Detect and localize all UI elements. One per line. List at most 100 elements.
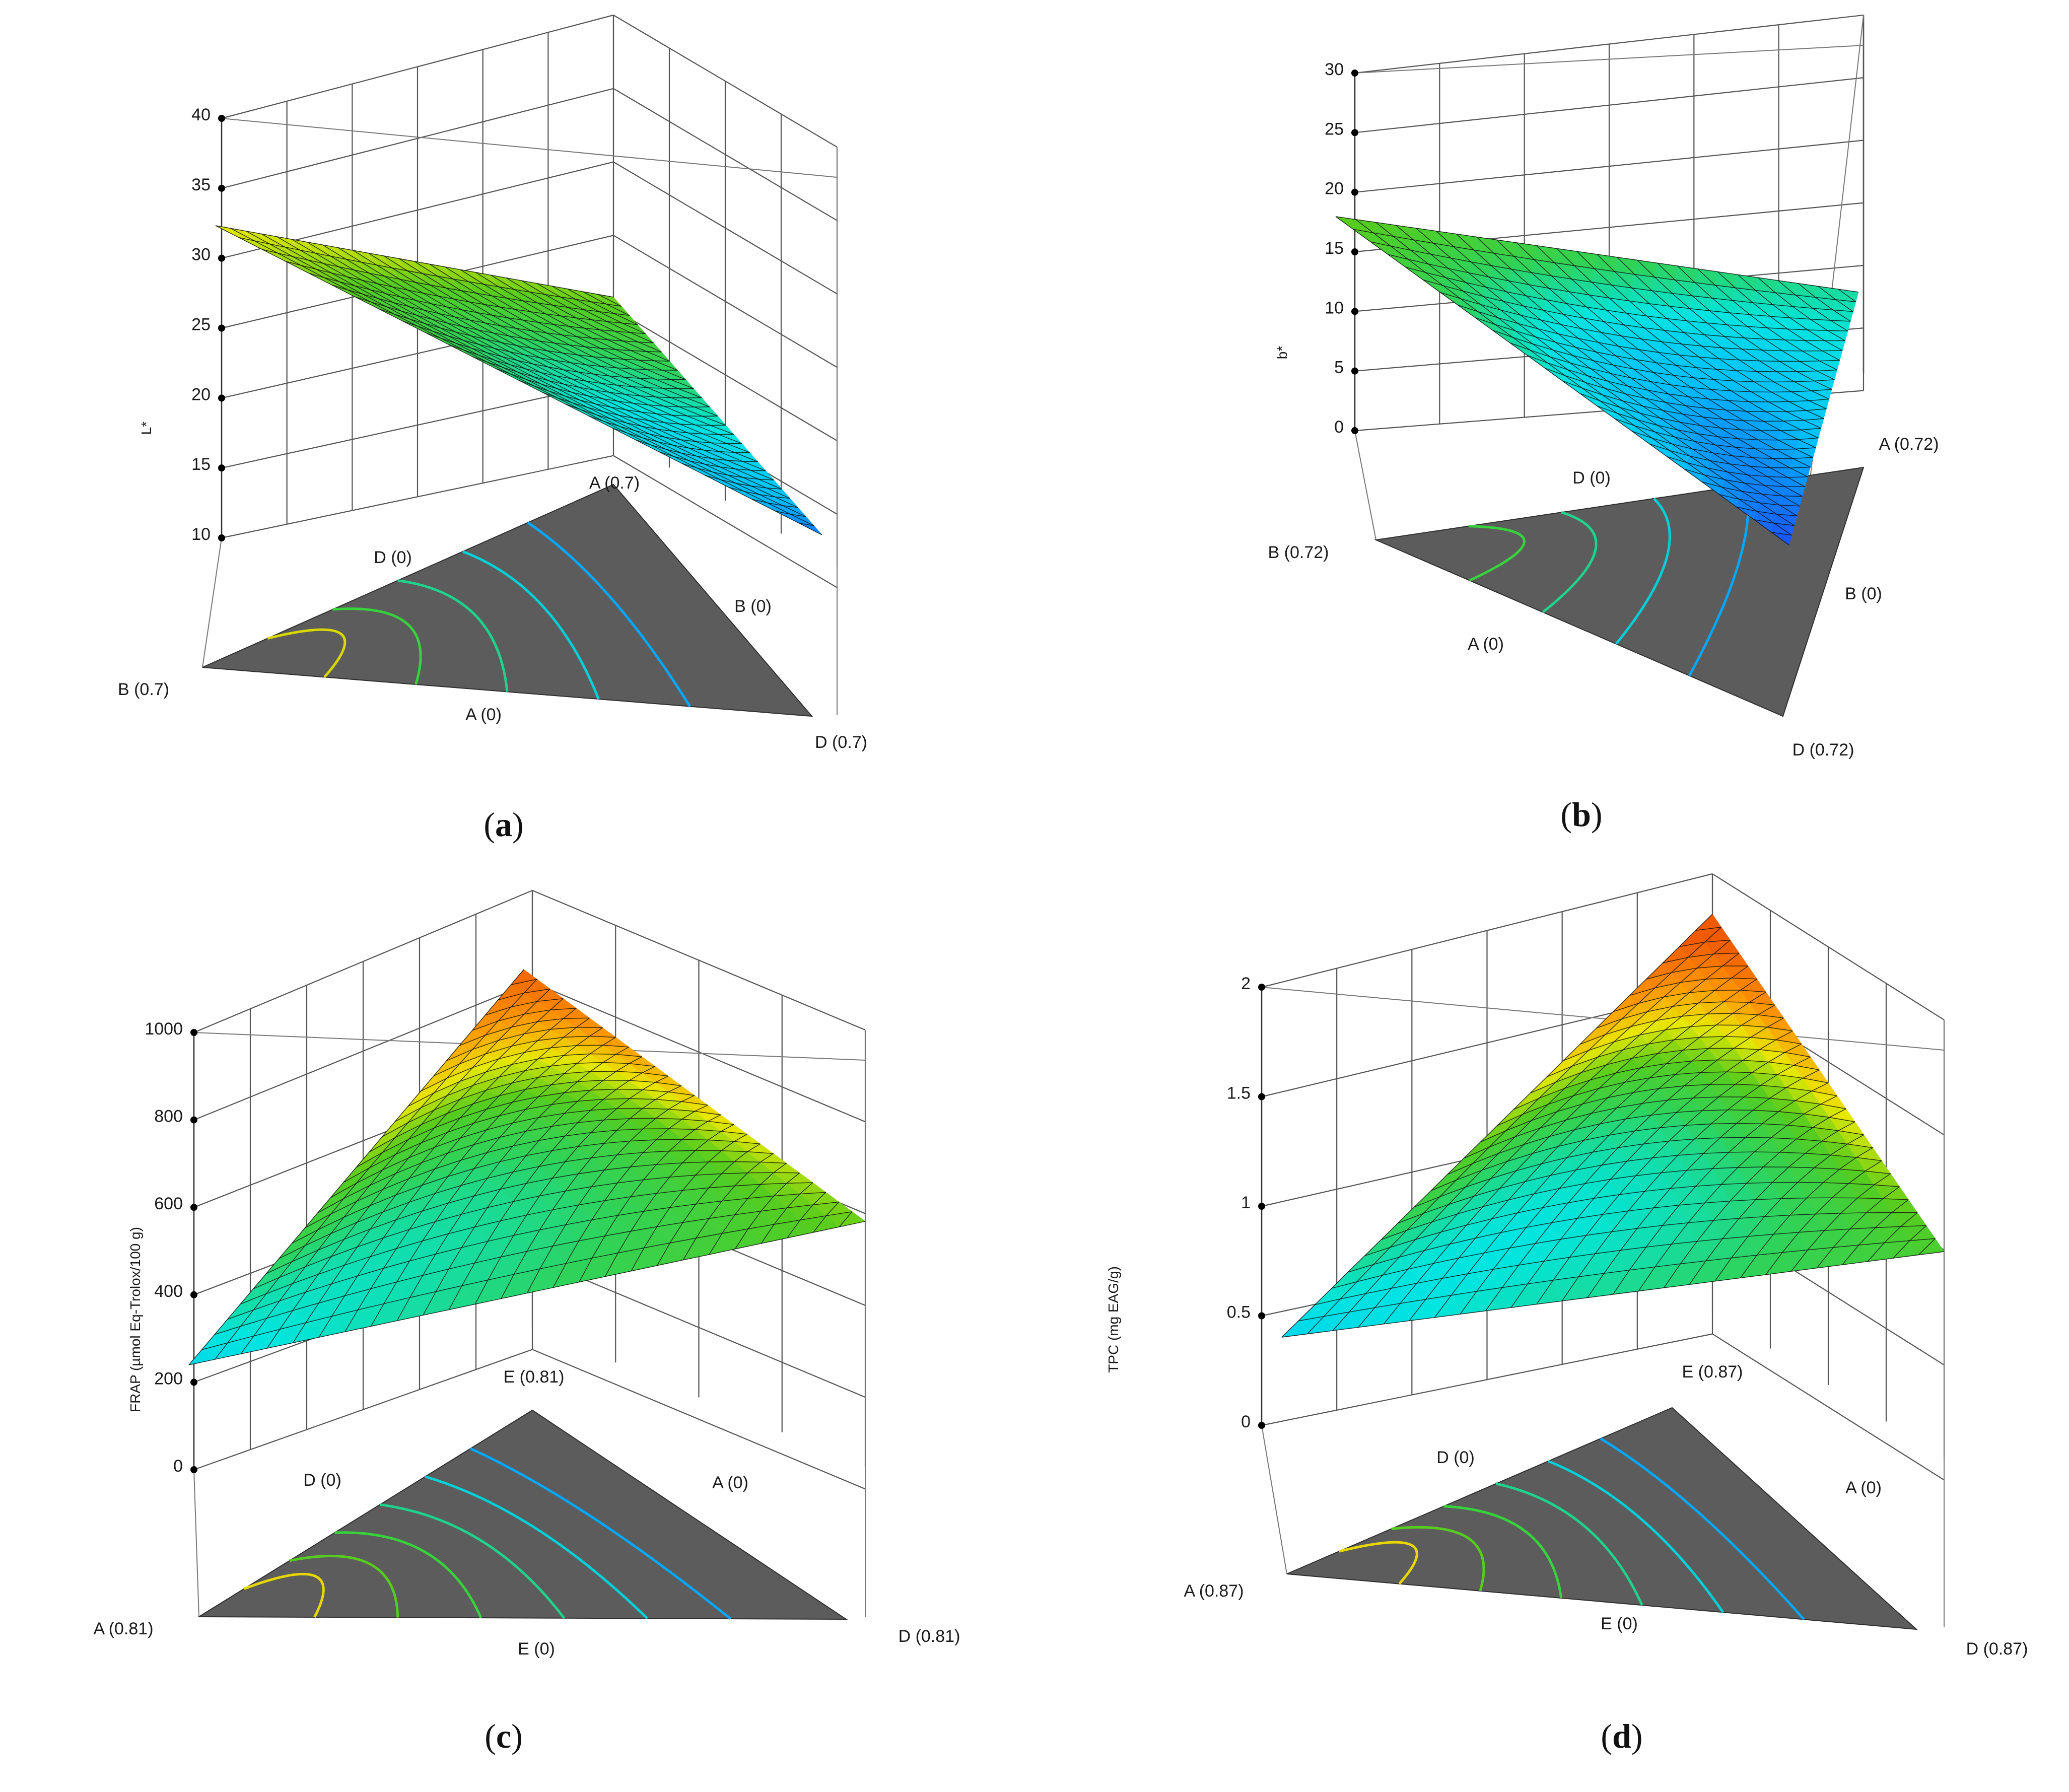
mesh-line: [1563, 1024, 1793, 1061]
mesh-line: [1740, 1147, 1873, 1278]
vertex-label-back: E (0.81): [504, 1367, 565, 1387]
mesh-line: [709, 1163, 787, 1255]
z-tick-mark: [218, 464, 225, 472]
panel-caption: (d): [1601, 1717, 1642, 1755]
ternary-floor: [1374, 466, 1865, 717]
edge-label-front: A (0): [1468, 635, 1504, 654]
mesh-line: [1436, 231, 1803, 497]
mesh-line: [761, 1182, 813, 1244]
z-tick-mark: [218, 394, 225, 402]
surface-mesh: [1335, 216, 1859, 545]
mesh-line: [839, 1211, 853, 1227]
mesh-line: [1562, 380, 1824, 422]
mesh-line: [1684, 468, 1805, 487]
mesh-line: [705, 475, 782, 490]
z-axis: 2 1.5 1 0.5 0 TPC (mg EAG/g): [1106, 974, 1265, 1431]
mesh-line: [215, 979, 537, 1360]
mesh-line: [1397, 1151, 1882, 1224]
z-tick-mark: [218, 324, 225, 332]
wall-gridline: [1712, 1333, 1945, 1481]
mesh-line: [1358, 952, 1740, 1328]
vertex-label-left: A (0.81): [93, 1619, 153, 1638]
floor-edge-line: [1261, 1425, 1287, 1574]
z-tick-label: 10: [1325, 298, 1344, 317]
mesh-line: [682, 1153, 774, 1261]
caption-close: ): [511, 1717, 523, 1755]
edge-label-left: D (0): [1436, 1448, 1475, 1467]
mesh-line: [1480, 1084, 1837, 1142]
caption-open: (: [1601, 1717, 1612, 1755]
mesh-line: [1388, 254, 1851, 322]
mesh-line: [1714, 1134, 1865, 1282]
z-tick-mark: [1258, 1203, 1265, 1210]
contour-line: [397, 579, 509, 692]
mesh-line: [1632, 431, 1813, 459]
mesh-line: [369, 1080, 681, 1152]
mesh-line: [552, 286, 646, 334]
caption-open: (: [1560, 795, 1572, 834]
mesh-line: [448, 1066, 656, 1310]
mesh-line: [460, 269, 694, 389]
mesh-line: [1613, 990, 1766, 1012]
mesh-line: [565, 403, 734, 435]
contour-line: [1391, 1526, 1485, 1592]
mesh-line: [1818, 286, 1853, 312]
z-tick-label: 15: [1325, 239, 1344, 258]
z-tick-label: 35: [191, 175, 211, 194]
z-tick-label: 25: [191, 315, 211, 334]
mesh-line: [491, 274, 678, 371]
mesh-line: [787, 1192, 826, 1238]
z-tick-mark: [1351, 248, 1358, 255]
mesh-line: [495, 368, 710, 407]
mesh-line: [378, 308, 670, 362]
z-axis: 40 35 30 25 20 15 10 L*: [139, 105, 225, 544]
contour-line: [527, 521, 692, 707]
mesh-line: [368, 253, 742, 444]
edge-label-left: D (0): [374, 548, 412, 567]
mesh-line: [1331, 1212, 1917, 1289]
mesh-line: [1355, 219, 1792, 536]
mesh-line: [657, 1143, 761, 1266]
mesh-line: [1738, 274, 1843, 351]
mesh-line: [1513, 1059, 1820, 1110]
z-tick-label: 30: [1325, 60, 1344, 79]
wall-gridline: [613, 455, 838, 588]
mesh-line: [317, 1118, 734, 1213]
z-tick-label: 400: [154, 1282, 183, 1301]
z-axis: 1000 800 600 400 200 0 FRAP (µmol Eq-Trolox/10…: [127, 1019, 197, 1476]
mesh-line: [1679, 939, 1731, 947]
mesh-line: [1530, 1048, 1811, 1094]
mesh-line: [227, 1192, 826, 1320]
edge-label-front: E (0): [518, 1639, 555, 1659]
vertex-label-back: E (0.87): [1682, 1362, 1743, 1382]
mesh-line: [631, 1134, 747, 1272]
caption-letter: b: [1572, 795, 1591, 834]
z-tick-mark: [218, 115, 225, 122]
contour-line: [470, 1447, 732, 1620]
z-tick-label: 20: [1325, 179, 1344, 198]
mesh-line: [1798, 283, 1851, 322]
mesh-line: [579, 1114, 721, 1282]
z-tick-label: 1: [1241, 1193, 1251, 1212]
mesh-line: [330, 1108, 721, 1198]
z-tick-label: 15: [191, 455, 211, 474]
z-tick-mark: [1351, 427, 1358, 434]
vertex-label-left: B (0.7): [118, 680, 169, 699]
panel-caption: (c): [485, 1717, 523, 1755]
mesh-line: [1447, 1109, 1855, 1175]
mesh-line: [518, 380, 718, 417]
contour-line: [1615, 498, 1671, 645]
caption-close: ): [1591, 795, 1603, 834]
mesh-line: [1842, 1199, 1909, 1265]
mesh-line: [1637, 259, 1829, 400]
caption-close: ): [1631, 1717, 1643, 1755]
mesh-line: [498, 988, 550, 1001]
mesh-line: [1307, 927, 1722, 1334]
mesh-line: [1536, 245, 1816, 448]
mesh-line: [813, 1202, 840, 1233]
mesh-line: [1561, 1056, 1811, 1301]
mesh-line: [681, 463, 774, 480]
wall-grid: [1354, 14, 1865, 432]
mesh-line: [485, 998, 564, 1016]
mesh-line: [1422, 279, 1845, 341]
